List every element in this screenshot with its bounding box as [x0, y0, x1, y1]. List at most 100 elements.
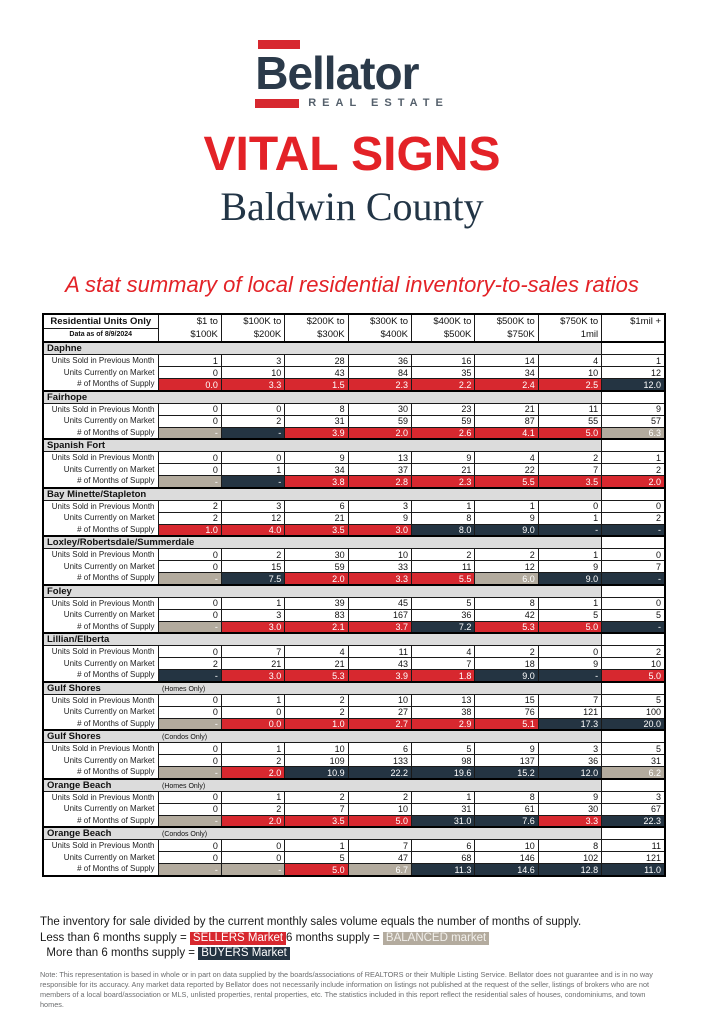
section-header-row: Fairhope — [42, 389, 666, 404]
market-row: Units Currently on Market 0 0 5 47 68 146 102 12… — [42, 851, 666, 865]
column-header-line2: $400K — [380, 329, 408, 341]
market-cell: 30 — [537, 802, 603, 816]
sold-cell: 8 — [474, 790, 539, 804]
logo-tagline: REAL ESTATE — [308, 97, 449, 110]
sold-cell: 13 — [410, 693, 476, 707]
sold-cell: 0 — [157, 451, 222, 465]
supply-cell: - — [601, 620, 666, 634]
column-header-line2: $500K — [443, 329, 472, 341]
corner-title: Residential Units Only — [42, 313, 159, 329]
market-cell: 12 — [601, 366, 666, 380]
market-cell: 31 — [601, 754, 666, 768]
sold-cell: 4 — [410, 645, 476, 659]
sold-cell: 0 — [157, 402, 222, 416]
sold-cell: 0 — [601, 499, 666, 513]
supply-definition: The inventory for sale divided by the cu… — [40, 915, 582, 928]
section-band-spacer — [601, 438, 666, 453]
sold-cell: 0 — [157, 839, 222, 853]
supply-cell: 1.5 — [284, 378, 349, 392]
sold-cell: 0 — [220, 402, 286, 416]
header-row: Residential Units Only $1 to $100K $100K to… — [42, 313, 666, 343]
row-label: Units Sold in Previous Month — [42, 354, 159, 368]
supply-cell: - — [157, 863, 222, 877]
market-cell: 3 — [220, 608, 286, 622]
supply-cell: 5.0 — [537, 620, 603, 634]
row-label: # of Months of Supply — [42, 475, 159, 489]
row-label: Units Currently on Market — [42, 463, 159, 477]
sold-cell: 16 — [410, 354, 476, 368]
market-cell: 43 — [284, 366, 349, 380]
market-cell: 121 — [601, 851, 666, 865]
row-label: # of Months of Supply — [42, 621, 159, 634]
supply-cell: 3.9 — [284, 426, 349, 440]
row-label: # of Months of Supply — [42, 427, 159, 440]
supply-cell: 3.5 — [284, 523, 349, 537]
row-label: Units Currently on Market — [42, 657, 159, 671]
market-cell: 8 — [410, 511, 476, 525]
section-name: Daphne — [47, 343, 82, 355]
market-cell: 0 — [157, 414, 222, 428]
market-cell: 42 — [474, 608, 539, 622]
column-header-line1: $300K to — [369, 316, 408, 328]
supply-cell: 10.9 — [284, 766, 349, 780]
sold-cell: 0 — [157, 548, 222, 562]
column-header-line1: $400K to — [433, 316, 472, 328]
market-cell: 34 — [474, 366, 539, 380]
disclaimer-note: Note: This representation is based in wh… — [40, 970, 653, 1009]
market-cell: 59 — [410, 414, 476, 428]
supply-cell: 3.0 — [220, 669, 286, 683]
market-cell: 0 — [157, 754, 222, 768]
sold-row: Units Sold in Previous Month 0 1 39 45 5 8 1 0 — [42, 596, 666, 610]
sold-cell: 1 — [410, 499, 476, 513]
column-header-line2: $100K — [190, 329, 218, 341]
supply-cell: 7.2 — [410, 620, 476, 634]
sold-cell: 3 — [347, 499, 413, 513]
market-cell: 83 — [284, 608, 349, 622]
column-header-line1: $1 to — [196, 316, 218, 328]
supply-cell: 1.0 — [157, 523, 222, 537]
row-label: Units Sold in Previous Month — [42, 742, 159, 756]
sold-row: Units Sold in Previous Month 2 3 6 3 1 1 0 0 — [42, 499, 666, 513]
market-cell: 21 — [284, 657, 349, 671]
market-cell: 9 — [347, 511, 413, 525]
sold-cell: 8 — [284, 402, 349, 416]
supply-cell: 3.5 — [284, 814, 349, 828]
market-cell: 146 — [474, 851, 539, 865]
section-band: Gulf Shores (Condos Only) — [42, 729, 603, 744]
section-header-row: Gulf Shores (Homes Only) — [42, 680, 666, 695]
market-cell: 12 — [220, 511, 286, 525]
row-label: # of Months of Supply — [42, 815, 159, 828]
sold-cell: 0 — [537, 499, 603, 513]
section-band: Fairhope — [42, 389, 603, 404]
sellers-market-badge: SELLERS Market — [189, 932, 287, 946]
supply-cell: 3.9 — [347, 669, 413, 683]
supply-cell: 14.6 — [474, 863, 539, 877]
market-cell: 137 — [474, 754, 539, 768]
sold-cell: 36 — [347, 354, 413, 368]
supply-cell: - — [537, 523, 603, 537]
row-label: # of Months of Supply — [42, 863, 159, 877]
column-header-line1: $1mil + — [630, 316, 661, 328]
section-subtitle: (Homes Only) — [162, 782, 206, 790]
supply-cell: 5.0 — [537, 426, 603, 440]
supply-cell: 31.0 — [410, 814, 476, 828]
row-label: Units Currently on Market — [42, 560, 159, 574]
sold-cell: 14 — [474, 354, 539, 368]
sold-cell: 39 — [284, 596, 349, 610]
market-cell: 0 — [157, 608, 222, 622]
sold-row: Units Sold in Previous Month 0 7 4 11 4 2 0 2 — [42, 645, 666, 659]
sold-cell: 9 — [601, 402, 666, 416]
supply-cell: - — [537, 669, 603, 683]
supply-cell: 3.0 — [220, 620, 286, 634]
section-name: Gulf Shores — [47, 682, 101, 694]
supply-cell: 11.0 — [601, 863, 666, 877]
sold-cell: 7 — [537, 693, 603, 707]
sold-cell: 10 — [347, 693, 413, 707]
sold-row: Units Sold in Previous Month 0 0 1 7 6 10 8 11 — [42, 839, 666, 853]
supply-cell: 1.8 — [410, 669, 476, 683]
sold-cell: 2 — [410, 548, 476, 562]
section-header-row: Orange Beach (Homes Only) — [42, 777, 666, 792]
market-cell: 34 — [284, 463, 349, 477]
sold-cell: 1 — [601, 451, 666, 465]
column-header-line2: $300K — [317, 329, 345, 341]
